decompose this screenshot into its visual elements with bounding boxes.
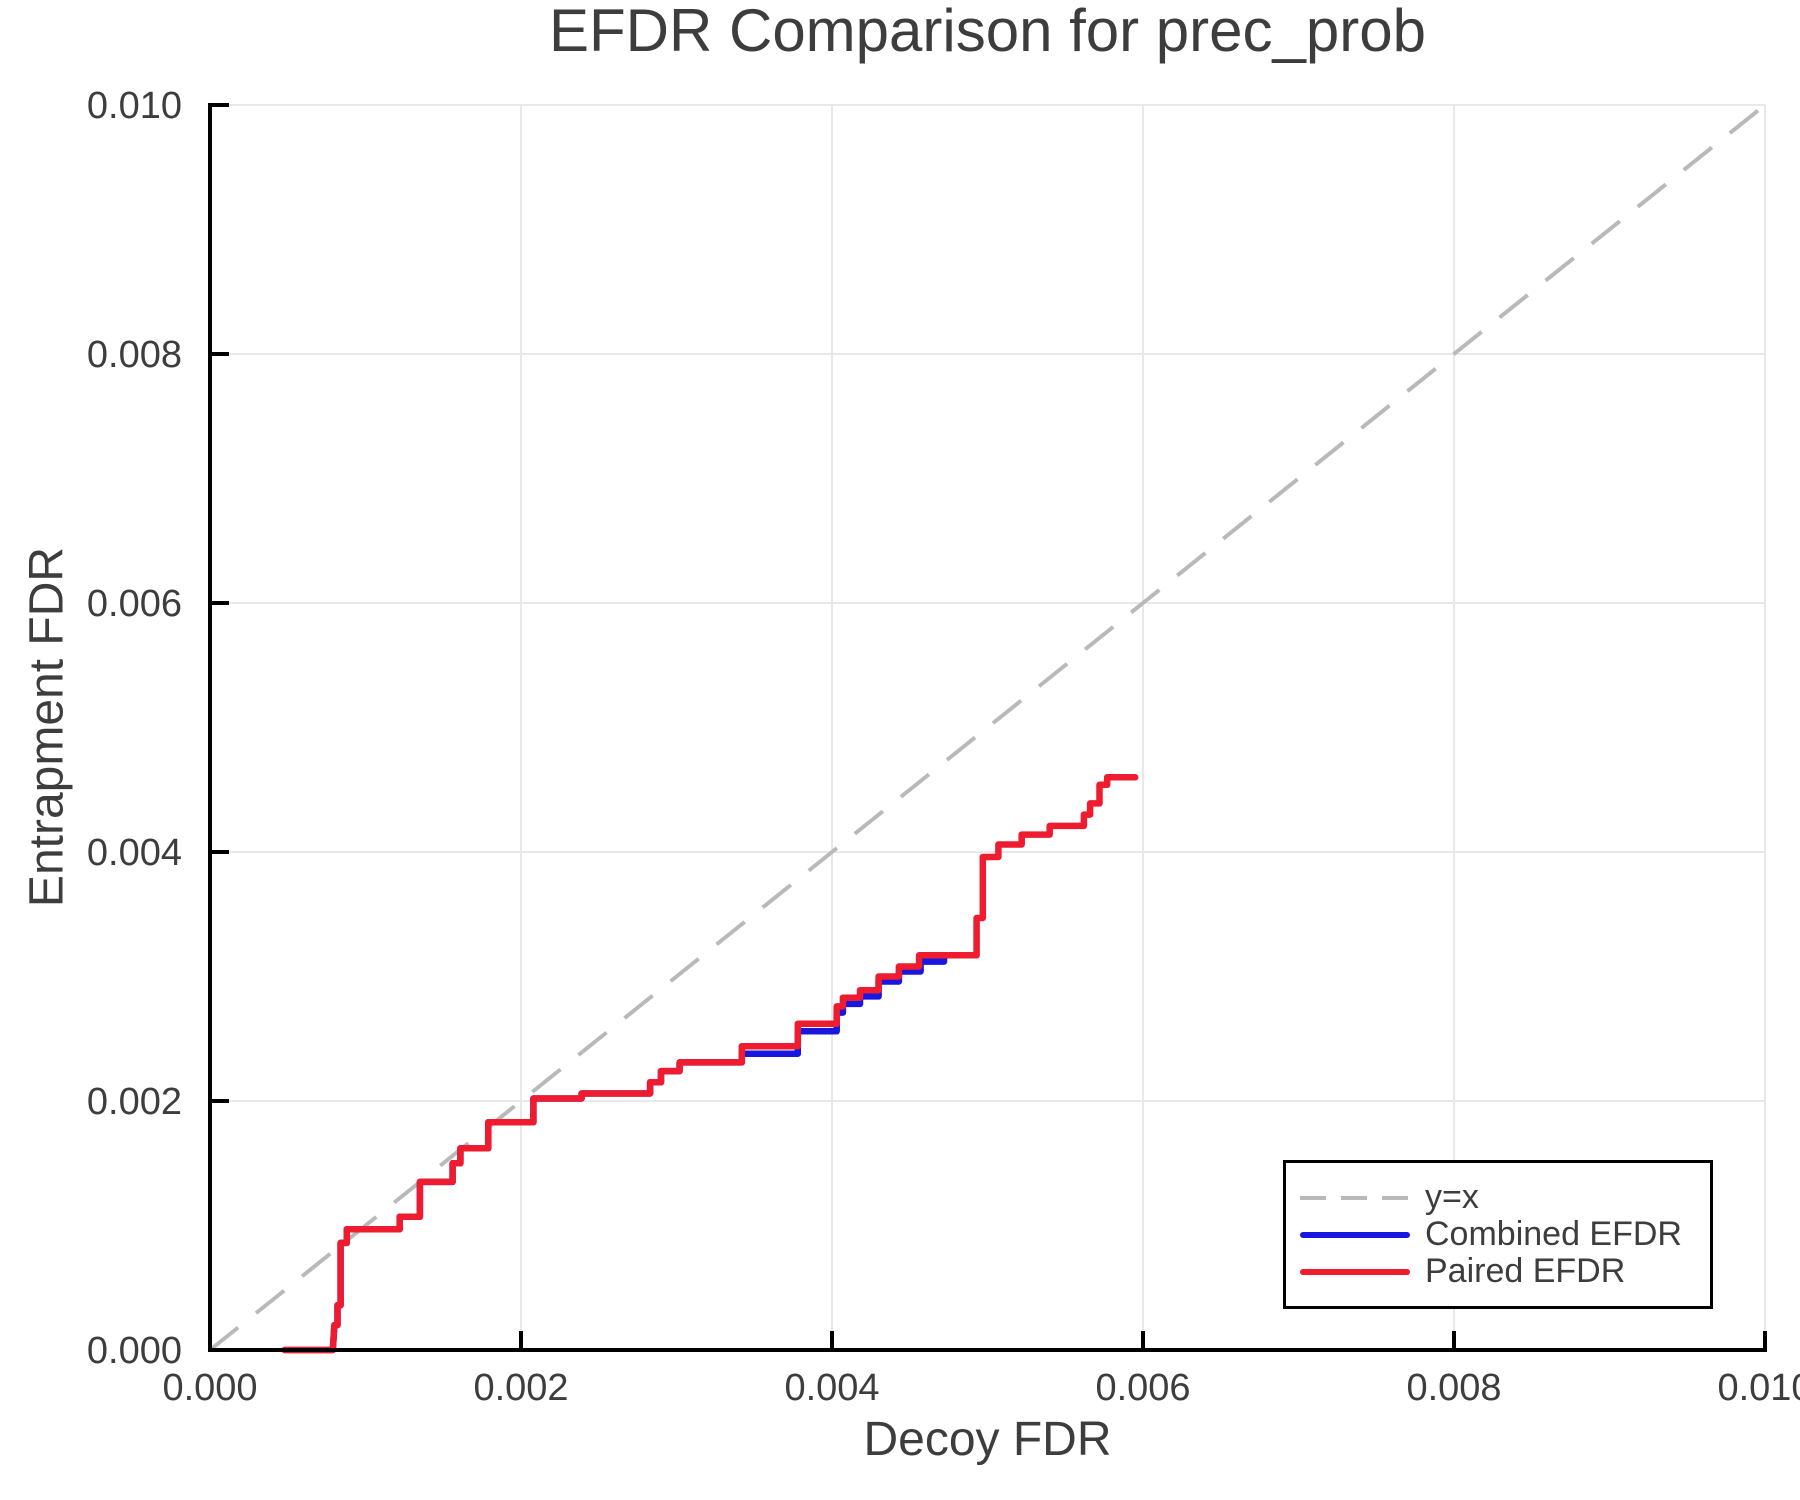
y-axis-label: Entrapment FDR xyxy=(20,546,74,908)
paired-efdr-line xyxy=(281,774,1139,1354)
chart-title: EFDR Comparison for prec_prob xyxy=(548,0,1426,64)
series-lines xyxy=(281,774,1139,1354)
legend: y=x Combined EFDR Paired EFDR xyxy=(1283,1160,1713,1309)
x-tick-label: 0.004 xyxy=(784,1367,879,1409)
x-axis-label: Decoy FDR xyxy=(863,1413,1112,1466)
tick-labels: 0.000 0.002 0.004 0.006 0.008 0.010 0.000 0.002… xyxy=(87,85,1800,1409)
y-tick-label: 0.004 xyxy=(87,832,182,874)
axis-ticks xyxy=(208,103,1767,1352)
yx-dashed-line xyxy=(208,103,1767,1352)
legend-item-paired-efdr: Paired EFDR xyxy=(1300,1252,1710,1290)
legend-item-yx: y=x xyxy=(1300,1178,1710,1216)
dashed-line-sample xyxy=(1300,1195,1410,1200)
x-tick-label: 0.006 xyxy=(1095,1367,1190,1409)
x-tick-label: 0.010 xyxy=(1717,1367,1800,1409)
legend-label-paired-efdr: Paired EFDR xyxy=(1425,1252,1626,1290)
legend-label-combined-efdr: Combined EFDR xyxy=(1425,1215,1682,1253)
x-tick-label: 0.000 xyxy=(162,1367,257,1409)
legend-item-combined-efdr: Combined EFDR xyxy=(1300,1215,1710,1253)
legend-label-yx: y=x xyxy=(1425,1178,1479,1216)
y-tick-label: 0.000 xyxy=(87,1330,182,1372)
y-tick-label: 0.006 xyxy=(87,583,182,625)
blue-line-sample xyxy=(1300,1231,1410,1238)
axis-spines xyxy=(208,103,1767,1352)
x-tick-label: 0.002 xyxy=(473,1367,568,1409)
red-line-sample xyxy=(1300,1268,1410,1275)
combined-efdr-line xyxy=(281,952,957,1354)
y-tick-label: 0.008 xyxy=(87,334,182,376)
x-tick-label: 0.008 xyxy=(1406,1367,1501,1409)
identity-reference-line xyxy=(208,103,1767,1352)
y-tick-label: 0.010 xyxy=(87,85,182,127)
y-tick-label: 0.002 xyxy=(87,1081,182,1123)
